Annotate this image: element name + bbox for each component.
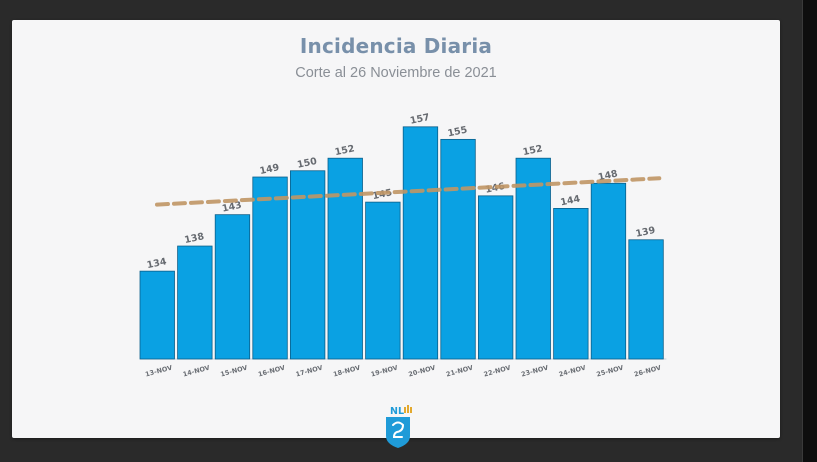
bar-25-nov [590,182,627,360]
bar-21-nov [440,138,476,360]
bar-24-nov [553,207,589,360]
x-tick-label: 17-NOV [295,364,324,379]
bar-17-nov [289,170,326,360]
x-tick-label: 21-NOV [445,364,474,379]
x-tick-label: 25-NOV [596,364,625,379]
x-tick-label: 16-NOV [257,364,286,379]
nl-logo: NL [386,405,412,448]
x-tick-label: 23-NOV [520,364,549,379]
chart-card: Incidencia Diaria Corte al 26 Noviembre … [12,20,780,448]
data-label: 157 [409,112,431,127]
x-tick-label: 22-NOV [483,364,512,379]
bar-chart: 134 13-NOV 138 14-NOV 143 15-NOV 149 16-NOV 150 1… [139,112,667,379]
data-label: 150 [296,156,318,171]
bar-13-nov [139,270,175,360]
logo-text: NL [390,406,404,417]
bar-14-nov [177,245,213,360]
bar-20-nov [402,126,439,360]
bar-19-nov [365,201,401,360]
data-label: 152 [522,143,544,158]
x-tick-label: 24-NOV [558,364,587,379]
data-label: 134 [146,256,168,271]
bar-18-nov [327,157,363,360]
chart-title: Incidencia Diaria [299,34,493,58]
x-tick-label: 19-NOV [370,364,399,379]
data-label: 144 [559,193,581,208]
data-label: 143 [221,200,243,215]
data-label: 138 [183,231,205,246]
x-tick-label: 13-NOV [144,364,173,379]
data-label: 149 [259,162,281,177]
bar-23-nov [515,157,551,360]
bar-26-nov [628,239,664,360]
bar-16-nov [252,176,288,360]
data-label: 155 [447,124,469,139]
bar-22-nov [477,195,514,360]
chart-subtitle: Corte al 26 Noviembre de 2021 [295,65,497,81]
data-label: 152 [334,143,356,158]
x-tick-label: 15-NOV [220,364,249,379]
x-tick-label: 26-NOV [633,364,662,379]
trendline [155,176,662,207]
window-edge [802,0,817,462]
bar-15-nov [214,214,251,360]
x-tick-label: 14-NOV [182,364,211,379]
x-tick-label: 20-NOV [408,364,437,379]
x-tick-label: 18-NOV [332,364,361,379]
data-label: 139 [635,225,657,240]
